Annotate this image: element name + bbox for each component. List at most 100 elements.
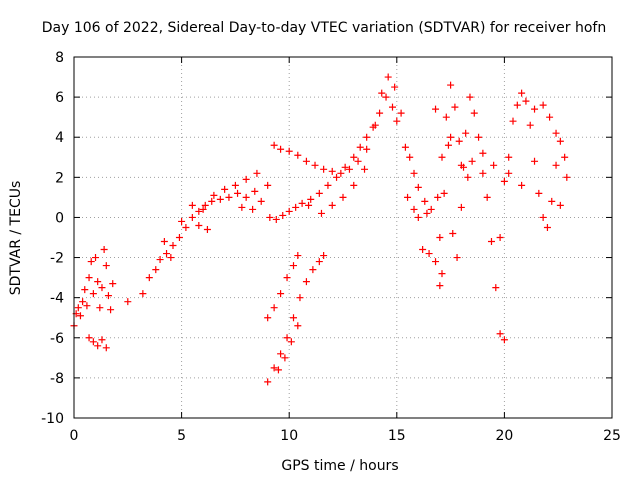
data-point bbox=[270, 304, 278, 312]
data-point bbox=[264, 378, 272, 386]
data-point bbox=[350, 181, 358, 189]
data-point bbox=[167, 254, 175, 262]
data-point bbox=[109, 280, 117, 288]
data-point bbox=[509, 117, 517, 125]
data-point bbox=[317, 209, 325, 217]
data-point bbox=[393, 117, 401, 125]
data-point bbox=[253, 169, 261, 177]
data-point bbox=[552, 129, 560, 137]
data-point bbox=[178, 217, 186, 225]
data-point bbox=[210, 191, 218, 199]
data-point bbox=[145, 274, 153, 282]
data-point bbox=[156, 256, 164, 264]
series-negative-arc bbox=[264, 252, 328, 386]
data-point bbox=[378, 89, 386, 97]
y-tick-label: -2 bbox=[50, 251, 64, 267]
data-point bbox=[221, 185, 229, 193]
data-point bbox=[320, 165, 328, 173]
data-point bbox=[203, 225, 211, 233]
data-point bbox=[457, 161, 465, 169]
data-point bbox=[307, 195, 315, 203]
data-point bbox=[285, 147, 293, 155]
data-point bbox=[285, 207, 293, 215]
data-point bbox=[539, 101, 547, 109]
plot-frame bbox=[73, 56, 613, 419]
data-point bbox=[201, 201, 209, 209]
data-point bbox=[279, 211, 287, 219]
data-point bbox=[175, 234, 183, 241]
data-point bbox=[479, 149, 487, 157]
data-point bbox=[324, 181, 332, 189]
chart-title: Day 106 of 2022, Sidereal Day-to-day VTE… bbox=[42, 20, 606, 36]
data-point bbox=[287, 338, 295, 346]
x-axis-label: GPS time / hours bbox=[281, 458, 398, 474]
data-point bbox=[199, 205, 207, 213]
data-point bbox=[464, 173, 472, 181]
y-tick-labels: -10 -8 -6 -4 -2 0 2 4 6 8 bbox=[41, 50, 64, 427]
data-point bbox=[188, 213, 196, 221]
data-point bbox=[556, 137, 564, 145]
data-point bbox=[500, 177, 508, 185]
data-point bbox=[242, 175, 250, 183]
data-point bbox=[266, 213, 274, 221]
data-point bbox=[87, 258, 95, 266]
data-point bbox=[264, 314, 272, 322]
data-point bbox=[522, 97, 530, 105]
data-point bbox=[182, 223, 190, 231]
data-point bbox=[309, 266, 317, 274]
data-point bbox=[98, 284, 106, 292]
data-point bbox=[419, 246, 427, 254]
data-point bbox=[74, 304, 82, 312]
data-point bbox=[556, 201, 564, 209]
x-tick-label: 0 bbox=[70, 428, 79, 444]
data-point bbox=[188, 201, 196, 209]
data-point bbox=[251, 187, 259, 195]
data-point bbox=[296, 294, 304, 302]
data-point bbox=[552, 161, 560, 169]
data-point bbox=[270, 364, 278, 372]
data-point bbox=[438, 270, 446, 278]
data-point bbox=[341, 163, 349, 171]
data-point bbox=[563, 173, 571, 181]
data-point bbox=[272, 215, 280, 223]
data-point bbox=[107, 306, 115, 314]
data-point bbox=[457, 203, 465, 211]
data-point bbox=[401, 143, 409, 151]
data-point bbox=[397, 109, 405, 117]
data-point bbox=[466, 93, 474, 101]
data-point bbox=[249, 205, 257, 213]
data-point bbox=[479, 169, 487, 177]
data-point bbox=[490, 161, 498, 169]
data-point bbox=[535, 189, 543, 197]
data-point bbox=[195, 207, 203, 215]
data-point bbox=[315, 258, 323, 266]
data-point bbox=[404, 193, 412, 201]
data-point bbox=[350, 153, 358, 161]
data-point bbox=[371, 121, 379, 129]
data-point bbox=[548, 197, 556, 205]
x-tick-label: 10 bbox=[280, 428, 298, 444]
data-point bbox=[410, 205, 418, 213]
data-point bbox=[152, 266, 160, 274]
data-point bbox=[410, 169, 418, 177]
grid-lines bbox=[74, 57, 612, 418]
data-point bbox=[453, 254, 461, 262]
data-point bbox=[333, 173, 341, 181]
data-point bbox=[104, 292, 112, 300]
data-point bbox=[100, 246, 108, 254]
data-point bbox=[339, 193, 347, 201]
data-point bbox=[320, 252, 328, 260]
data-point bbox=[406, 153, 414, 161]
data-point bbox=[328, 167, 336, 175]
data-point bbox=[414, 213, 422, 221]
data-point bbox=[277, 290, 285, 298]
data-point bbox=[384, 73, 392, 81]
data-point bbox=[376, 109, 384, 117]
data-point bbox=[434, 193, 442, 201]
data-point bbox=[518, 181, 526, 189]
data-point bbox=[423, 209, 431, 217]
data-point bbox=[231, 181, 239, 189]
data-point bbox=[283, 274, 291, 282]
data-point bbox=[290, 314, 298, 322]
data-point bbox=[85, 274, 93, 282]
